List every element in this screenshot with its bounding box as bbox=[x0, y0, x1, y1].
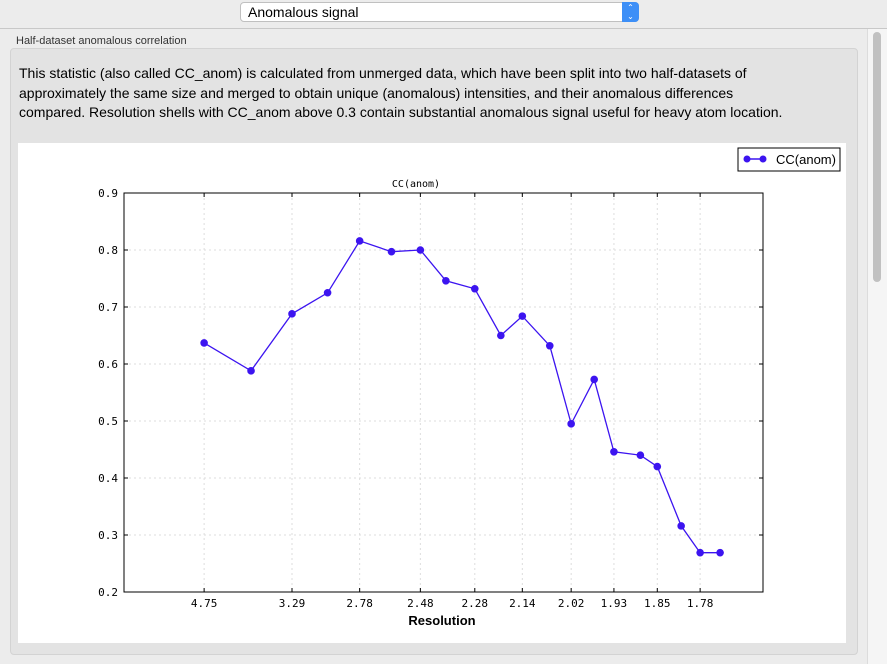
series-line bbox=[203, 240, 721, 554]
data-point bbox=[696, 548, 704, 557]
x-axis-label: Resolution bbox=[408, 613, 475, 628]
cc-anom-chart: 0.9 0.8 0.7 0.6 0.5 0.4 0.3 0.2 4.75 3.29 2.78 2.48… bbox=[98, 147, 841, 628]
legend-marker bbox=[759, 155, 767, 163]
data-point bbox=[387, 247, 396, 256]
x-tick-label: 2.48 bbox=[407, 597, 434, 610]
data-point bbox=[497, 331, 505, 340]
legend-marker bbox=[743, 155, 751, 163]
plot-frame bbox=[123, 192, 764, 593]
x-tick-label: 1.78 bbox=[687, 597, 714, 610]
x-tick-label: 2.28 bbox=[462, 597, 489, 610]
vertical-scrollbar[interactable] bbox=[867, 29, 887, 664]
data-point bbox=[636, 451, 645, 460]
toolbar: Anomalous signal ⌃ ⌄ bbox=[0, 0, 887, 29]
data-point bbox=[567, 420, 575, 428]
x-tick-label: 2.14 bbox=[509, 597, 536, 610]
x-tick-label: 4.75 bbox=[191, 597, 218, 610]
data-point bbox=[677, 522, 685, 530]
chevron-up-down-icon: ⌃ ⌄ bbox=[622, 2, 639, 22]
data-point bbox=[323, 288, 332, 297]
x-tick-label: 1.85 bbox=[644, 597, 671, 610]
y-tick-label: 0.5 bbox=[98, 415, 118, 428]
y-tick-label: 0.7 bbox=[98, 301, 118, 314]
data-point bbox=[200, 339, 208, 347]
scrollbar-thumb[interactable] bbox=[873, 32, 881, 282]
x-tick-label: 3.29 bbox=[279, 597, 306, 610]
data-point bbox=[610, 447, 618, 456]
chart-panel: 0.9 0.8 0.7 0.6 0.5 0.4 0.3 0.2 4.75 3.29 2.78 2.48… bbox=[18, 143, 846, 643]
data-point bbox=[355, 237, 364, 245]
data-point bbox=[442, 276, 450, 285]
data-point bbox=[716, 548, 724, 557]
view-select-value: Anomalous signal bbox=[248, 4, 359, 20]
group-title: Half-dataset anomalous correlation bbox=[16, 35, 187, 47]
data-point bbox=[247, 367, 255, 375]
y-tick-label: 0.8 bbox=[98, 244, 118, 257]
data-point bbox=[518, 312, 527, 320]
x-tick-label: 1.93 bbox=[601, 597, 628, 610]
y-tick-label: 0.2 bbox=[98, 586, 118, 599]
y-tick-label: 0.9 bbox=[98, 187, 118, 200]
data-point bbox=[288, 310, 296, 318]
y-tick-label: 0.4 bbox=[98, 472, 118, 485]
x-tick-label: 2.78 bbox=[346, 597, 373, 610]
legend-label: CC(anom) bbox=[776, 152, 836, 167]
data-point bbox=[545, 341, 554, 350]
y-tick-label: 0.3 bbox=[98, 529, 118, 542]
description-text: This statistic (also called CC_anom) is … bbox=[19, 65, 783, 120]
data-point bbox=[653, 462, 662, 471]
data-point bbox=[416, 246, 425, 254]
legend: CC(anom) bbox=[737, 147, 841, 172]
data-point bbox=[470, 284, 479, 293]
chart-title: CC(anom) bbox=[392, 179, 440, 190]
data-point bbox=[590, 375, 598, 384]
view-select-dropdown[interactable]: Anomalous signal ⌃ ⌄ bbox=[240, 2, 639, 22]
y-tick-label: 0.6 bbox=[98, 358, 118, 371]
x-tick-label: 2.02 bbox=[558, 597, 585, 610]
